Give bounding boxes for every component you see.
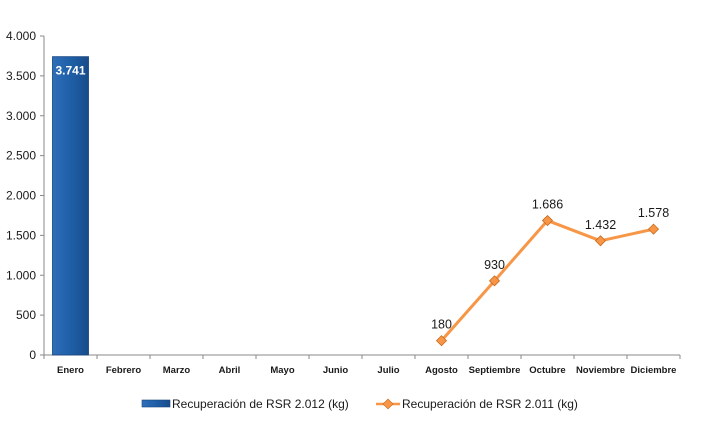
x-tick-label: Junio <box>323 365 349 376</box>
x-tick-label: Noviembre <box>576 365 625 376</box>
legend-line-marker <box>382 398 394 410</box>
legend-bar-swatch <box>141 399 171 408</box>
legend-label: Recuperación de RSR 2.012 (kg) <box>172 397 349 411</box>
y-tick-label: 2.000 <box>6 189 36 203</box>
x-tick-label: Enero <box>57 365 84 376</box>
x-tick-label: Septiembre <box>469 365 521 376</box>
y-tick-label: 500 <box>16 308 36 322</box>
y-tick-label: 4.000 <box>6 29 36 43</box>
x-tick-label: Febrero <box>106 365 142 376</box>
x-tick-label: Abril <box>219 365 241 376</box>
line-point <box>594 235 607 247</box>
line-data-label: 1.432 <box>585 218 616 232</box>
line-point <box>647 223 660 235</box>
line-point <box>541 214 554 227</box>
line-data-label: 930 <box>484 258 505 272</box>
x-tick-label: Mayo <box>270 365 294 376</box>
line-data-label: 1.578 <box>638 206 669 220</box>
x-tick-label: Octubre <box>529 365 565 376</box>
line-series: 180 930 1.686 1.432 1.578 <box>431 198 669 347</box>
bar <box>52 56 89 356</box>
y-tick-label: 1.500 <box>6 228 36 242</box>
y-tick-label: 0 <box>29 348 36 362</box>
line-data-label: 1.686 <box>532 198 563 212</box>
legend-label: Recuperación de RSR 2.011 (kg) <box>402 397 578 411</box>
y-tick-label: 2.500 <box>6 149 36 163</box>
line-point <box>488 275 501 287</box>
axes: 0 500 1.000 1.500 2.000 2.500 3.000 3.500 4.000 E… <box>6 29 681 376</box>
x-tick-label: Agosto <box>425 365 458 376</box>
series-line <box>440 219 654 342</box>
line-point <box>435 335 448 347</box>
bar-data-label: 3.741 <box>55 64 85 78</box>
x-tick-label: Julio <box>377 365 399 376</box>
y-tick-label: 1.000 <box>6 268 36 282</box>
y-tick-label: 3.500 <box>6 69 36 83</box>
x-tick-label: Marzo <box>163 365 191 376</box>
y-tick-label: 3.000 <box>6 109 36 123</box>
bar-series: 3.741 <box>52 56 89 356</box>
x-tick-label: Diciembre <box>631 365 677 376</box>
line-data-label: 180 <box>431 318 452 332</box>
legend: Recuperación de RSR 2.012 (kg) Recuperaci… <box>141 397 578 411</box>
